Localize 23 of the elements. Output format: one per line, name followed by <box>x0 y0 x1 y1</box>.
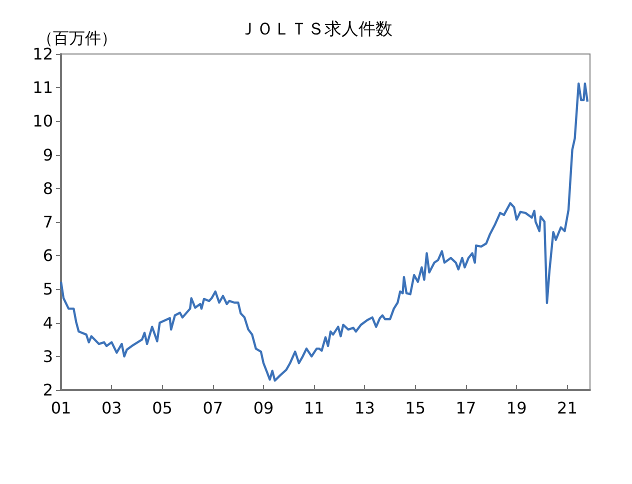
y-tick-label: 10 <box>32 112 53 131</box>
y-tick-label: 4 <box>42 313 53 332</box>
chart-title: ＪＯＬＴＳ求人件数 <box>240 20 392 40</box>
y-tick-label: 11 <box>32 78 53 98</box>
x-tick-label: 17 <box>456 398 476 418</box>
x-tick-label: 21 <box>557 398 578 418</box>
x-tick-label: 01 <box>50 398 72 418</box>
x-tick-label: 13 <box>354 398 375 418</box>
x-tick-label: 11 <box>304 398 324 418</box>
line-series <box>60 82 589 382</box>
y-tick-label: 6 <box>42 246 53 266</box>
y-tick-label: 2 <box>42 380 53 400</box>
x-tick-label: 19 <box>506 398 527 418</box>
y-tick-label: 9 <box>42 145 53 164</box>
x-tick-label: 05 <box>152 398 172 418</box>
y-tick-label: 3 <box>42 346 53 366</box>
y-tick-label: 5 <box>42 280 53 299</box>
x-tick-label: 07 <box>202 398 224 418</box>
x-tick-label: 15 <box>405 398 426 418</box>
y-tick-label: 8 <box>42 178 53 198</box>
y-tick-label: 7 <box>42 212 53 232</box>
x-tick-label: 09 <box>253 398 274 418</box>
x-tick-label: 03 <box>101 398 122 418</box>
